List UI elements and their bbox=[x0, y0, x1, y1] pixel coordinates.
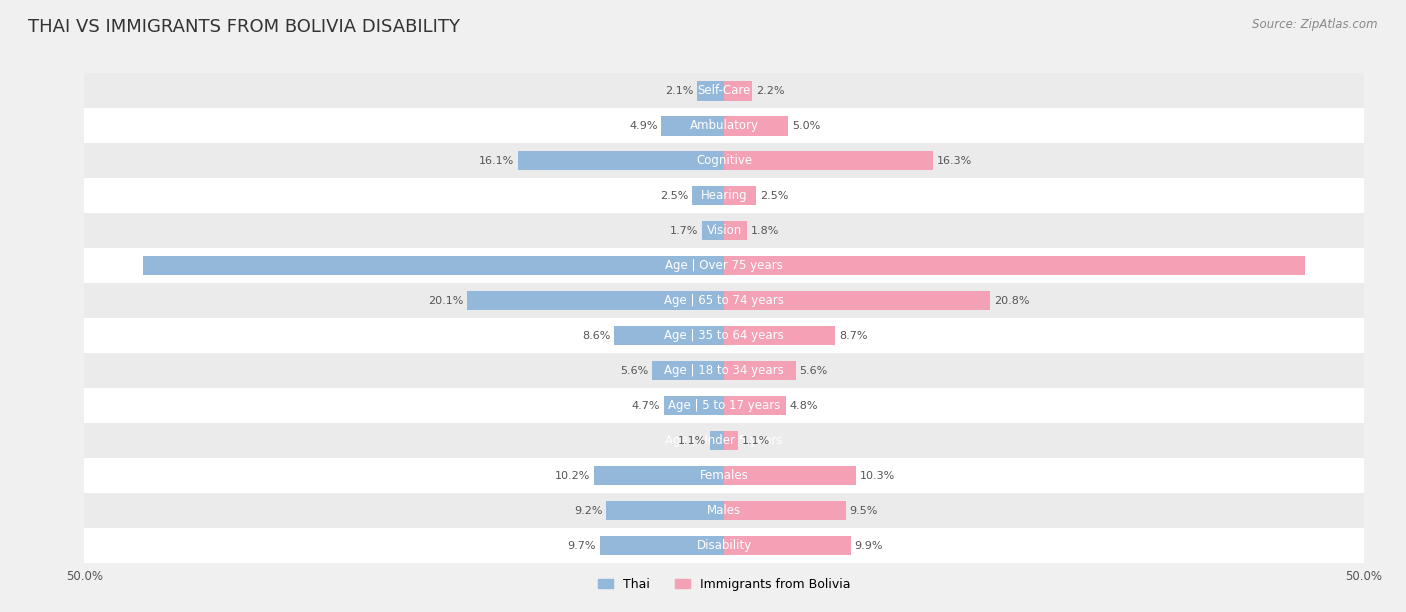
Text: Age | Under 5 years: Age | Under 5 years bbox=[665, 434, 783, 447]
Text: 2.2%: 2.2% bbox=[756, 86, 785, 96]
Text: 20.8%: 20.8% bbox=[994, 296, 1029, 306]
Text: Source: ZipAtlas.com: Source: ZipAtlas.com bbox=[1253, 18, 1378, 31]
Text: Age | 35 to 64 years: Age | 35 to 64 years bbox=[664, 329, 785, 342]
Text: 4.7%: 4.7% bbox=[631, 401, 661, 411]
Text: 16.1%: 16.1% bbox=[479, 156, 515, 166]
Text: 2.5%: 2.5% bbox=[759, 191, 789, 201]
Legend: Thai, Immigrants from Bolivia: Thai, Immigrants from Bolivia bbox=[593, 573, 855, 596]
Text: 4.8%: 4.8% bbox=[789, 401, 818, 411]
Text: 8.7%: 8.7% bbox=[839, 330, 868, 341]
Text: Hearing: Hearing bbox=[700, 189, 748, 203]
Text: 1.1%: 1.1% bbox=[742, 436, 770, 446]
Text: Age | 18 to 34 years: Age | 18 to 34 years bbox=[664, 364, 785, 377]
Text: 20.1%: 20.1% bbox=[427, 296, 463, 306]
Bar bbox=[84, 493, 1364, 528]
Text: Females: Females bbox=[700, 469, 748, 482]
Text: Vision: Vision bbox=[706, 225, 742, 237]
Text: 10.2%: 10.2% bbox=[554, 471, 589, 480]
Text: 8.6%: 8.6% bbox=[582, 330, 610, 341]
Text: Age | Over 75 years: Age | Over 75 years bbox=[665, 259, 783, 272]
Text: Age | 5 to 17 years: Age | 5 to 17 years bbox=[668, 399, 780, 412]
Bar bbox=[84, 318, 1364, 353]
Bar bbox=[724, 326, 835, 345]
Bar bbox=[467, 291, 724, 310]
Bar bbox=[84, 178, 1364, 214]
Text: 2.5%: 2.5% bbox=[659, 191, 689, 201]
Bar bbox=[724, 151, 932, 171]
Bar bbox=[692, 186, 724, 206]
Bar bbox=[593, 466, 724, 485]
Text: 9.7%: 9.7% bbox=[568, 540, 596, 551]
Bar bbox=[143, 256, 724, 275]
Text: 5.0%: 5.0% bbox=[792, 121, 820, 131]
Bar bbox=[652, 361, 724, 380]
Bar bbox=[84, 73, 1364, 108]
Bar bbox=[84, 214, 1364, 248]
Text: 16.3%: 16.3% bbox=[936, 156, 972, 166]
Bar bbox=[84, 248, 1364, 283]
Bar bbox=[724, 396, 786, 416]
Bar bbox=[724, 501, 845, 520]
Text: Age | 65 to 74 years: Age | 65 to 74 years bbox=[664, 294, 785, 307]
Text: 5.6%: 5.6% bbox=[800, 366, 828, 376]
Bar bbox=[724, 256, 1305, 275]
Text: Cognitive: Cognitive bbox=[696, 154, 752, 167]
Text: 9.2%: 9.2% bbox=[574, 506, 603, 515]
Text: 5.6%: 5.6% bbox=[620, 366, 648, 376]
Bar bbox=[724, 466, 856, 485]
Bar bbox=[724, 291, 990, 310]
Bar bbox=[84, 423, 1364, 458]
Text: 9.9%: 9.9% bbox=[855, 540, 883, 551]
Bar bbox=[84, 458, 1364, 493]
Bar bbox=[710, 431, 724, 450]
Bar bbox=[614, 326, 724, 345]
Text: 9.5%: 9.5% bbox=[849, 506, 877, 515]
Bar bbox=[724, 186, 756, 206]
Bar bbox=[84, 143, 1364, 178]
Bar bbox=[724, 221, 747, 241]
Bar bbox=[697, 81, 724, 100]
Text: 1.7%: 1.7% bbox=[671, 226, 699, 236]
Text: 45.4%: 45.4% bbox=[1319, 261, 1357, 271]
Bar bbox=[724, 431, 738, 450]
Bar bbox=[84, 353, 1364, 388]
Bar bbox=[724, 116, 787, 135]
Bar bbox=[664, 396, 724, 416]
Bar bbox=[84, 283, 1364, 318]
Text: Self-Care: Self-Care bbox=[697, 84, 751, 97]
Text: 10.3%: 10.3% bbox=[859, 471, 896, 480]
Text: 45.4%: 45.4% bbox=[91, 261, 129, 271]
Text: Ambulatory: Ambulatory bbox=[689, 119, 759, 132]
Bar bbox=[724, 536, 851, 555]
Bar bbox=[84, 388, 1364, 423]
Text: 4.9%: 4.9% bbox=[628, 121, 658, 131]
Text: 2.1%: 2.1% bbox=[665, 86, 693, 96]
Bar bbox=[661, 116, 724, 135]
Text: 1.1%: 1.1% bbox=[678, 436, 706, 446]
Text: THAI VS IMMIGRANTS FROM BOLIVIA DISABILITY: THAI VS IMMIGRANTS FROM BOLIVIA DISABILI… bbox=[28, 18, 460, 36]
Bar bbox=[600, 536, 724, 555]
Text: 1.8%: 1.8% bbox=[751, 226, 779, 236]
Bar bbox=[724, 361, 796, 380]
Bar bbox=[724, 81, 752, 100]
Text: Disability: Disability bbox=[696, 539, 752, 552]
Bar bbox=[606, 501, 724, 520]
Bar bbox=[703, 221, 724, 241]
Bar bbox=[84, 528, 1364, 563]
Text: Males: Males bbox=[707, 504, 741, 517]
Bar bbox=[517, 151, 724, 171]
Bar bbox=[84, 108, 1364, 143]
